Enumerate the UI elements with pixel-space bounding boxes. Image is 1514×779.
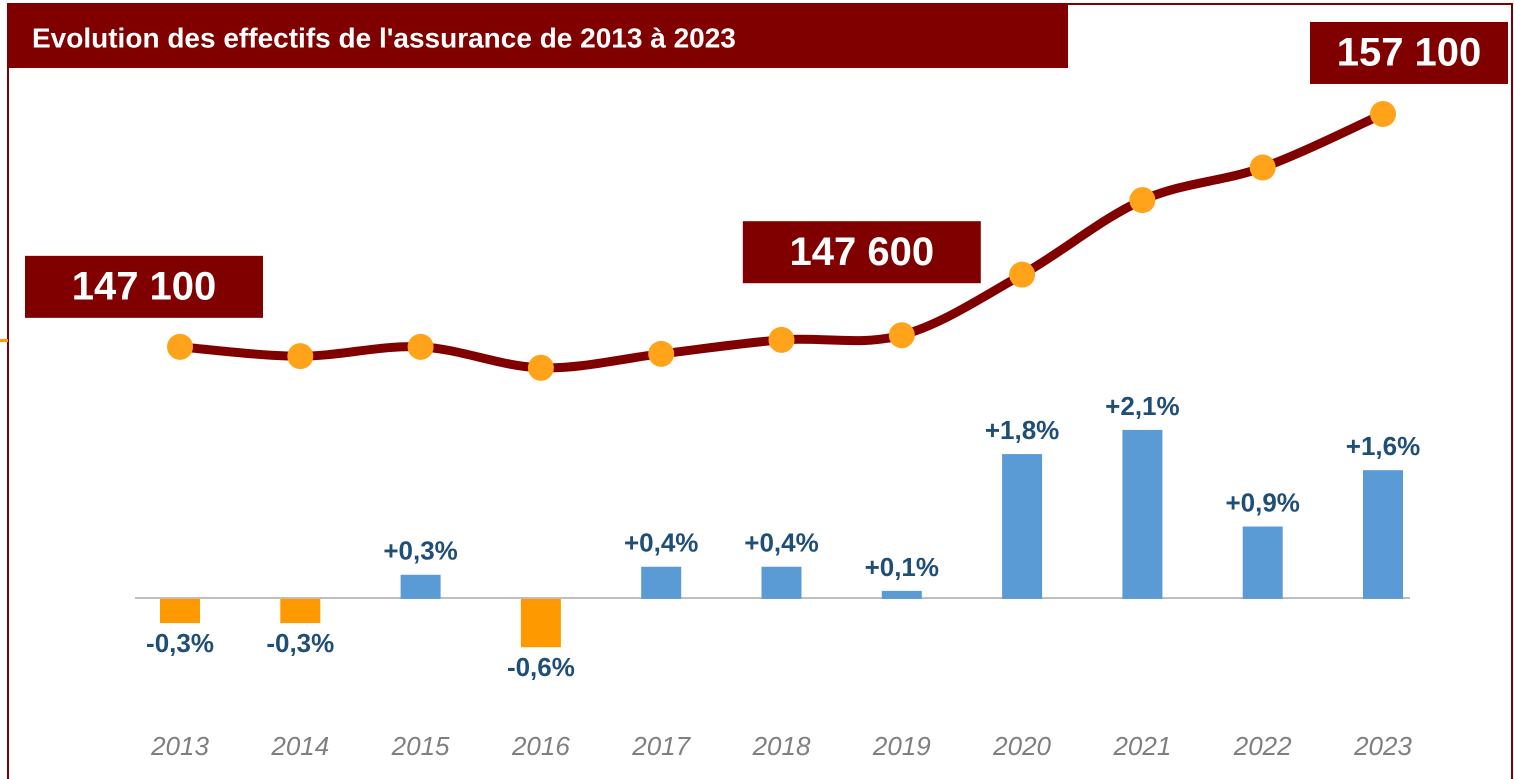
x-tick-label: 2023 (1353, 731, 1412, 761)
data-label: 147 600 (790, 230, 935, 274)
point (527, 354, 554, 381)
data-label: +1,8% (985, 415, 1059, 445)
x-tick-label: 2019 (872, 731, 931, 761)
bar (1002, 454, 1043, 599)
x-tick-label: 2022 (1233, 731, 1292, 761)
bar (1122, 429, 1163, 599)
label-box (1310, 21, 1508, 84)
label-box (742, 221, 981, 284)
x-tick-label: 2014 (270, 731, 329, 761)
bar (641, 566, 682, 599)
x-tick-label: 2021 (1112, 731, 1171, 761)
x-tick-label: 2017 (631, 731, 691, 761)
point (888, 322, 915, 349)
point (407, 333, 434, 360)
point (648, 340, 675, 367)
data-label: +0,1% (865, 552, 939, 582)
point (1249, 154, 1276, 181)
x-tick-label: 2018 (752, 731, 811, 761)
point (287, 343, 314, 370)
data-label: +0,3% (383, 536, 457, 566)
title-box (8, 4, 1068, 68)
data-label: -0,3% (266, 628, 334, 658)
data-label: 147 100 (72, 264, 217, 308)
data-label: +0,9% (1225, 487, 1299, 517)
bar (1363, 470, 1403, 599)
frame (7, 3, 1513, 779)
point (768, 326, 795, 353)
data-label: -0,6% (507, 652, 575, 682)
data-label: +1,6% (1346, 431, 1420, 461)
x-tick-label: 2016 (511, 731, 570, 761)
point (167, 333, 193, 360)
chart-title: Evolution des effectifs de l'assurance d… (32, 22, 736, 53)
label-box (25, 255, 263, 318)
edge-tick (0, 339, 8, 342)
point (1009, 261, 1036, 288)
x-tick-label: 2020 (992, 731, 1051, 761)
x-tick-label: 2015 (391, 731, 450, 761)
bar (160, 598, 200, 624)
point (1370, 100, 1396, 127)
bar (400, 574, 441, 599)
x-tick-label: 2013 (150, 731, 209, 761)
bar (280, 598, 321, 624)
data-label: 157 100 (1337, 31, 1482, 75)
data-label: +0,4% (624, 528, 698, 558)
data-label: -0,3% (146, 628, 214, 658)
bar (520, 598, 561, 648)
bar (881, 590, 922, 599)
bar (761, 566, 802, 599)
data-label: +0,4% (744, 528, 818, 558)
point (1129, 187, 1156, 214)
bar (1242, 526, 1283, 599)
data-label: +2,1% (1105, 391, 1179, 421)
